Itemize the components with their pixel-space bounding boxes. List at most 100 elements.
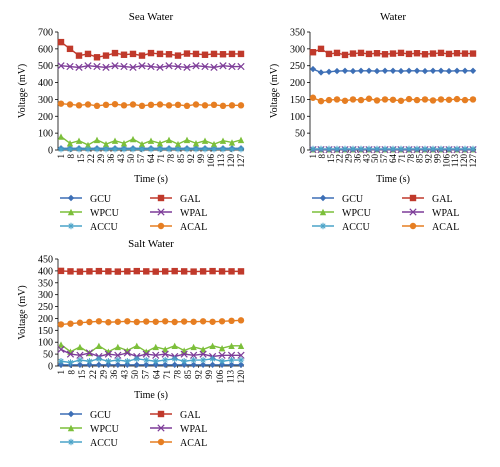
data-point bbox=[183, 63, 191, 72]
data-point bbox=[138, 145, 146, 153]
data-point bbox=[120, 145, 128, 153]
legend-item: WPCU bbox=[60, 424, 120, 435]
data-point bbox=[405, 145, 413, 153]
data-point bbox=[156, 101, 164, 108]
data-point bbox=[453, 145, 461, 153]
data-point bbox=[165, 102, 173, 109]
data-point bbox=[317, 45, 325, 53]
chart-title: Water bbox=[380, 11, 406, 23]
series-line bbox=[60, 348, 241, 358]
data-point bbox=[341, 67, 349, 74]
data-point bbox=[210, 145, 218, 153]
x-tick-label: 36 bbox=[352, 154, 362, 164]
data-point bbox=[95, 318, 103, 325]
data-point bbox=[421, 67, 429, 75]
x-tick-label: 64 bbox=[151, 370, 161, 380]
data-point bbox=[199, 346, 207, 353]
data-point bbox=[152, 358, 159, 365]
legend-item: GAL bbox=[150, 410, 201, 421]
data-point bbox=[152, 343, 159, 351]
legend-item: ACAL bbox=[402, 222, 459, 233]
legend-marker bbox=[157, 208, 165, 216]
data-point bbox=[105, 319, 112, 326]
data-point bbox=[437, 96, 445, 103]
data-point bbox=[228, 268, 235, 275]
data-point bbox=[95, 267, 103, 275]
y-tick-label: 200 bbox=[38, 112, 53, 123]
series-wpal bbox=[57, 345, 245, 361]
data-point bbox=[156, 63, 164, 72]
data-point bbox=[210, 101, 218, 109]
legend-marker bbox=[157, 424, 165, 432]
y-tick-label: 0 bbox=[300, 146, 305, 157]
x-tick-label: 99 bbox=[204, 370, 214, 380]
data-point bbox=[161, 350, 169, 358]
y-tick-label: 300 bbox=[290, 44, 305, 55]
data-point bbox=[357, 67, 365, 74]
data-point bbox=[143, 318, 150, 325]
data-point bbox=[429, 97, 437, 104]
data-point bbox=[199, 361, 207, 369]
data-point bbox=[421, 145, 429, 153]
data-point bbox=[469, 145, 477, 153]
series-acal bbox=[57, 100, 245, 110]
x-tick-label: 1 bbox=[308, 154, 318, 159]
y-tick-label: 350 bbox=[38, 278, 53, 289]
data-point bbox=[120, 51, 128, 58]
x-tick-label: 36 bbox=[109, 370, 119, 380]
data-point bbox=[124, 318, 131, 325]
x-tick-label: 29 bbox=[344, 154, 354, 164]
legend-label: GCU bbox=[90, 194, 112, 205]
data-point bbox=[180, 268, 188, 275]
data-point bbox=[209, 342, 216, 349]
data-point bbox=[76, 268, 84, 275]
data-point bbox=[227, 351, 236, 359]
y-tick-label: 400 bbox=[38, 78, 53, 89]
data-point bbox=[165, 62, 173, 70]
data-point bbox=[228, 62, 236, 71]
series-accu bbox=[57, 145, 245, 153]
data-point bbox=[76, 356, 84, 364]
data-point bbox=[183, 145, 191, 153]
data-point bbox=[143, 361, 150, 369]
x-tick-label: 113 bbox=[450, 154, 460, 168]
series-gcu bbox=[309, 65, 477, 76]
data-point bbox=[129, 135, 137, 143]
data-point bbox=[397, 145, 405, 153]
data-point bbox=[152, 268, 159, 275]
data-point bbox=[111, 137, 119, 144]
series-wpcu bbox=[57, 341, 245, 357]
x-tick-label: 92 bbox=[194, 370, 204, 379]
data-point bbox=[180, 350, 188, 358]
data-point bbox=[228, 102, 236, 109]
x-tick-label: 43 bbox=[116, 154, 126, 164]
x-tick-label: 22 bbox=[86, 154, 96, 163]
x-tick-label: 99 bbox=[196, 154, 206, 164]
data-point bbox=[218, 358, 226, 365]
data-point bbox=[333, 145, 341, 153]
series-wpcu bbox=[57, 133, 245, 149]
data-point bbox=[102, 140, 110, 148]
data-point bbox=[218, 344, 226, 352]
legend-marker bbox=[319, 208, 327, 216]
data-point bbox=[133, 318, 140, 326]
x-tick-label: 1 bbox=[56, 370, 66, 375]
data-point bbox=[237, 62, 245, 71]
data-point bbox=[180, 318, 188, 325]
y-tick-label: 600 bbox=[38, 44, 53, 55]
data-point bbox=[190, 356, 197, 364]
data-point bbox=[102, 63, 110, 72]
data-point bbox=[228, 356, 235, 364]
data-point bbox=[365, 145, 373, 153]
data-point bbox=[228, 139, 236, 146]
data-point bbox=[93, 102, 101, 110]
data-point bbox=[429, 145, 437, 153]
data-point bbox=[111, 49, 119, 57]
x-tick-label: 85 bbox=[415, 154, 425, 164]
data-point bbox=[120, 62, 128, 71]
x-tick-label: 50 bbox=[370, 154, 380, 164]
y-axis-label: Voltage (mV) bbox=[17, 285, 28, 340]
data-point bbox=[156, 145, 164, 153]
series-accu bbox=[57, 355, 245, 366]
